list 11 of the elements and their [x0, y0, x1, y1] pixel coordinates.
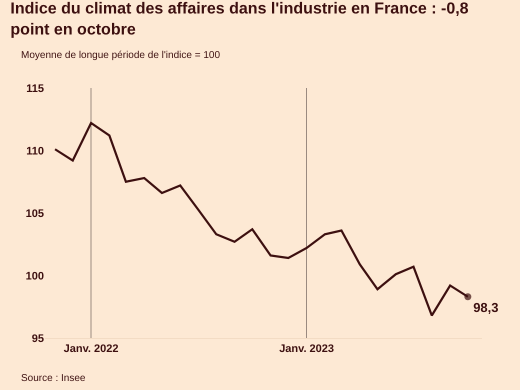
y-tick-label: 110: [26, 145, 44, 158]
y-tick-label: 105: [26, 208, 44, 220]
x-tick-label: Janv. 2022: [64, 343, 118, 356]
y-tick-label: 95: [32, 332, 44, 345]
chart-subtitle: Moyenne de longue période de l'indice = 100: [21, 50, 220, 61]
source-note: Source : Insee: [21, 373, 86, 384]
chart-title: Indice du climat des affaires dans l'industrie en France : -0,8 point en octobre: [10, 0, 469, 38]
y-tick-label: 100: [26, 270, 44, 282]
x-tick-label: Janv. 2023: [279, 343, 334, 356]
data-label: 98,3: [473, 300, 499, 315]
y-tick-label: 115: [26, 82, 44, 95]
